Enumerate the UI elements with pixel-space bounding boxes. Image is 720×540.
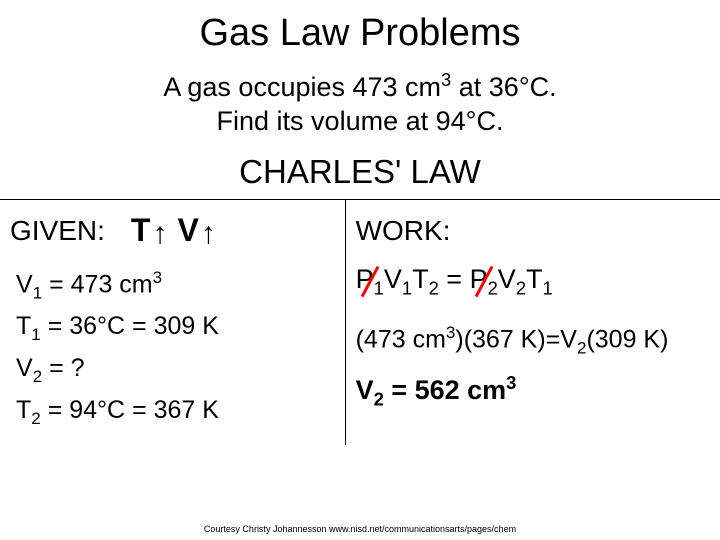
- given-v2: V2 = ?: [16, 348, 335, 390]
- eq-P1-sub: 1: [374, 277, 384, 298]
- t1-var: T: [16, 312, 31, 340]
- v1-sup: 3: [153, 268, 162, 287]
- v2-rest: = ?: [42, 354, 84, 382]
- page-title: Gas Law Problems: [0, 0, 720, 63]
- given-v1: V1 = 473 cm3: [16, 264, 335, 307]
- calc-pre: (473 cm: [356, 325, 446, 353]
- eq-T1r-sub: 1: [543, 277, 553, 298]
- calc-post: (309 K): [586, 325, 668, 353]
- credit-line: Courtesy Christy Johannesson www.nisd.ne…: [0, 524, 720, 534]
- ans-mid: = 562 cm: [384, 375, 506, 405]
- calculation-line: (473 cm3)(367 K)=V2(309 K): [356, 323, 710, 358]
- eq-T2l: T: [412, 264, 429, 294]
- eq-T2l-sub: 2: [429, 277, 439, 298]
- calc-mid: )(367 K)=V: [455, 325, 577, 353]
- eq-eqsign: =: [439, 264, 470, 294]
- v1-sub: 1: [33, 283, 42, 302]
- v2-sub: 2: [33, 367, 42, 386]
- eq-V2: V: [498, 264, 516, 294]
- problem-line1-post: at 36°C.: [451, 72, 556, 102]
- eq-T1r: T: [526, 264, 543, 294]
- arrow-up-icon: ↑: [201, 217, 216, 251]
- combined-gas-equation: P1V1T2 = P2V2T1: [356, 264, 553, 299]
- ans-sub: 2: [374, 389, 384, 410]
- arrow-up-icon: ↑: [152, 217, 167, 251]
- answer-line: V2 = 562 cm3: [356, 372, 710, 410]
- law-name: CHARLES' LAW: [0, 147, 720, 199]
- v1-mid: = 473 cm: [42, 270, 152, 298]
- given-header: GIVEN: T↑ V↑: [10, 208, 335, 254]
- problem-line1-pre: A gas occupies 473 cm: [163, 72, 441, 102]
- eq-P2-sub: 2: [488, 277, 498, 298]
- eq-V1-sub: 1: [402, 277, 412, 298]
- work-column: WORK: P1V1T2 = P2V2T1 (473 cm3)(367 K)=V…: [346, 200, 720, 445]
- eq-V1: V: [384, 264, 402, 294]
- given-t1: T1 = 36°C = 309 K: [16, 306, 335, 348]
- eq-V2-sub: 2: [516, 277, 526, 298]
- p1-struck: P1: [356, 264, 384, 299]
- p2-struck: P2: [470, 264, 498, 299]
- work-label: WORK:: [356, 215, 451, 247]
- tv-V: V: [177, 212, 198, 249]
- given-list: V1 = 473 cm3 T1 = 36°C = 309 K V2 = ? T2…: [10, 264, 335, 433]
- eq-P2: P: [470, 264, 488, 294]
- t2-rest: = 94°C = 367 K: [41, 396, 219, 424]
- given-label: GIVEN:: [10, 215, 105, 247]
- ans-sup: 3: [506, 372, 516, 393]
- work-header: WORK:: [356, 208, 710, 254]
- eq-P1: P: [356, 264, 374, 294]
- work-body: P1V1T2 = P2V2T1 (473 cm3)(367 K)=V2(309 …: [356, 258, 710, 411]
- t2-sub: 2: [31, 409, 40, 428]
- problem-statement: A gas occupies 473 cm3 at 36°C. Find its…: [0, 63, 720, 147]
- t2-var: T: [16, 396, 31, 424]
- t1-sub: 1: [31, 325, 40, 344]
- tv-relation: T↑ V↑: [131, 212, 216, 249]
- t1-rest: = 36°C = 309 K: [41, 312, 219, 340]
- problem-line2: Find its volume at 94°C.: [217, 106, 504, 136]
- ans-pre: V: [356, 375, 374, 405]
- v2-var: V: [16, 354, 33, 382]
- v1-var: V: [16, 270, 33, 298]
- given-t2: T2 = 94°C = 367 K: [16, 390, 335, 432]
- tv-T: T: [131, 212, 151, 249]
- content-columns: GIVEN: T↑ V↑ V1 = 473 cm3 T1 = 36°C = 30…: [0, 199, 720, 445]
- calc-sup1: 3: [446, 323, 455, 342]
- given-column: GIVEN: T↑ V↑ V1 = 473 cm3 T1 = 36°C = 30…: [0, 200, 346, 445]
- problem-line1-sup: 3: [441, 69, 451, 90]
